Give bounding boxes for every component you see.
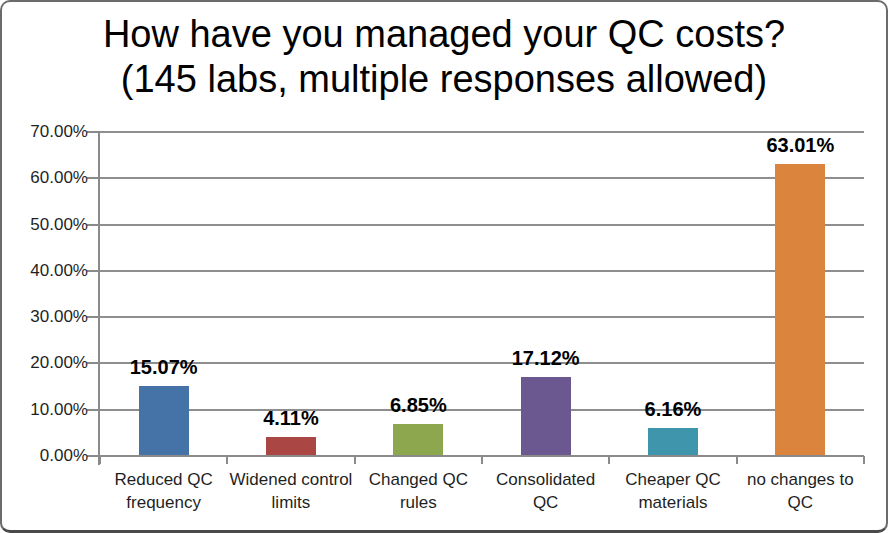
- bar-3: [393, 424, 443, 456]
- chart-frame: How have you managed your QC costs? (145…: [0, 0, 888, 533]
- bar-value-label: 6.85%: [355, 392, 482, 418]
- category-label-6: no changes to QC: [737, 468, 864, 514]
- bar-value-label: 15.07%: [100, 354, 227, 380]
- y-tick-label: 20.00%: [4, 352, 88, 374]
- gridline: [100, 177, 864, 179]
- gridline: [100, 409, 864, 411]
- bar-6: [775, 164, 825, 456]
- y-tick-label: 50.00%: [4, 214, 88, 236]
- y-tick-label: 10.00%: [4, 399, 88, 421]
- y-tick-label: 30.00%: [4, 306, 88, 328]
- category-label-2: Widened control limits: [227, 468, 354, 514]
- bar-value-label: 63.01%: [737, 132, 864, 158]
- gridline: [100, 270, 864, 272]
- x-axis-tick: [481, 456, 483, 464]
- bar-value-label: 6.16%: [609, 396, 736, 422]
- y-tick-label: 40.00%: [4, 260, 88, 282]
- x-axis-tick: [736, 456, 738, 464]
- bar-5: [648, 428, 698, 457]
- category-label-3: Changed QC rules: [355, 468, 482, 514]
- y-tick-label: 0.00%: [4, 445, 88, 467]
- bar-value-label: 17.12%: [482, 345, 609, 371]
- bar-value-label: 4.11%: [227, 405, 354, 431]
- x-axis-tick: [99, 456, 101, 464]
- y-axis-line: [98, 132, 100, 465]
- y-tick-label: 70.00%: [4, 121, 88, 143]
- x-axis-tick: [354, 456, 356, 464]
- gridline: [100, 224, 864, 226]
- category-label-5: Cheaper QC materials: [609, 468, 736, 514]
- x-axis-tick: [863, 456, 865, 464]
- x-axis-tick: [608, 456, 610, 464]
- category-label-4: Consolidated QC: [482, 468, 609, 514]
- bar-1: [139, 386, 189, 456]
- bar-2: [266, 437, 316, 456]
- bar-4: [521, 377, 571, 456]
- plot-area: 0.00% 10.00% 20.00% 30.00% 40.00% 50.00% 60.00…: [2, 2, 888, 533]
- gridline: [100, 316, 864, 318]
- y-tick-label: 60.00%: [4, 167, 88, 189]
- x-axis-tick: [226, 456, 228, 464]
- category-label-1: Reduced QC frequency: [100, 468, 227, 514]
